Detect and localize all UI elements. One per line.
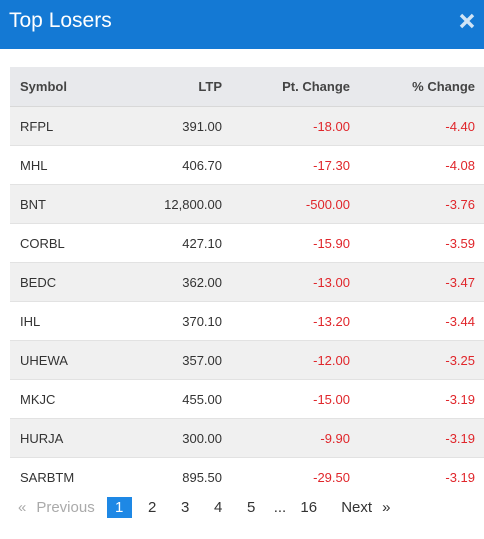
page-button-3[interactable]: 3	[181, 498, 190, 516]
cell-symbol: IHL	[10, 301, 122, 341]
cell-pt-change: -500.00	[232, 184, 360, 224]
header-ltp: LTP	[122, 67, 232, 107]
previous-page-button[interactable]: « Previous	[10, 497, 103, 518]
cell-pt-change: -17.30	[232, 145, 360, 185]
cell-pt-change: -12.00	[232, 340, 360, 380]
cell-pct-change: -3.25	[360, 340, 484, 380]
table-body: RFPL 391.00 -18.00 -4.40 MHL 406.70 -17.30 -4.0…	[10, 106, 484, 496]
modal-header: Top Losers	[0, 0, 484, 49]
next-label: Next	[341, 498, 373, 516]
cell-symbol: HURJA	[10, 418, 122, 458]
cell-pct-change: -3.47	[360, 262, 484, 302]
page-button-1[interactable]: 1	[106, 496, 132, 518]
cell-pct-change: -3.76	[360, 184, 484, 224]
losers-table-container: Symbol LTP Pt. Change % Change RFPL 391.0…	[10, 67, 484, 496]
table-row[interactable]: RFPL 391.00 -18.00 -4.40	[10, 106, 484, 146]
cell-symbol: RFPL	[10, 106, 122, 146]
table-row[interactable]: IHL 370.10 -13.20 -3.44	[10, 301, 484, 341]
cell-symbol: MHL	[10, 145, 122, 185]
cell-ltp: 455.00	[122, 379, 232, 419]
cell-pt-change: -18.00	[232, 106, 360, 146]
close-icon[interactable]	[456, 10, 478, 32]
page-ellipsis: ...	[273, 498, 287, 516]
table-row[interactable]: MKJC 455.00 -15.00 -3.19	[10, 379, 484, 419]
header-pct-change: % Change	[360, 67, 484, 107]
table-row[interactable]: SARBTM 895.50 -29.50 -3.19	[10, 457, 484, 496]
cell-ltp: 300.00	[122, 418, 232, 458]
cell-pct-change: -3.19	[360, 418, 484, 458]
next-arrow-icon: »	[382, 498, 391, 516]
page-button-2[interactable]: 2	[148, 498, 157, 516]
cell-ltp: 370.10	[122, 301, 232, 341]
table-row[interactable]: UHEWA 357.00 -12.00 -3.25	[10, 340, 484, 380]
page-button-5[interactable]: 5	[247, 498, 256, 516]
cell-ltp: 895.50	[122, 457, 232, 496]
cell-pct-change: -3.19	[360, 457, 484, 496]
cell-pt-change: -15.90	[232, 223, 360, 263]
previous-label: Previous	[36, 498, 95, 516]
losers-table: Symbol LTP Pt. Change % Change RFPL 391.0…	[10, 67, 484, 496]
cell-ltp: 427.10	[122, 223, 232, 263]
cell-pt-change: -9.90	[232, 418, 360, 458]
cell-pt-change: -13.00	[232, 262, 360, 302]
page-button-16[interactable]: 16	[300, 498, 318, 516]
cell-pct-change: -4.08	[360, 145, 484, 185]
cell-pct-change: -3.44	[360, 301, 484, 341]
table-row[interactable]: MHL 406.70 -17.30 -4.08	[10, 145, 484, 185]
cell-symbol: MKJC	[10, 379, 122, 419]
table-row[interactable]: CORBL 427.10 -15.90 -3.59	[10, 223, 484, 263]
table-row[interactable]: HURJA 300.00 -9.90 -3.19	[10, 418, 484, 458]
cell-ltp: 362.00	[122, 262, 232, 302]
cell-pct-change: -3.59	[360, 223, 484, 263]
cell-symbol: CORBL	[10, 223, 122, 263]
cell-pt-change: -29.50	[232, 457, 360, 496]
cell-pt-change: -13.20	[232, 301, 360, 341]
table-row[interactable]: BEDC 362.00 -13.00 -3.47	[10, 262, 484, 302]
next-page-button[interactable]: Next »	[335, 497, 396, 518]
header-symbol: Symbol	[10, 67, 122, 107]
header-pt-change: Pt. Change	[232, 67, 360, 107]
page-button-4[interactable]: 4	[214, 498, 223, 516]
cell-ltp: 12,800.00	[122, 184, 232, 224]
cell-pct-change: -3.19	[360, 379, 484, 419]
cell-pct-change: -4.40	[360, 106, 484, 146]
table-row[interactable]: BNT 12,800.00 -500.00 -3.76	[10, 184, 484, 224]
cell-symbol: UHEWA	[10, 340, 122, 380]
cell-symbol: SARBTM	[10, 457, 122, 496]
cell-ltp: 357.00	[122, 340, 232, 380]
cell-symbol: BNT	[10, 184, 122, 224]
modal-title: Top Losers	[9, 9, 112, 32]
cell-ltp: 406.70	[122, 145, 232, 185]
cell-pt-change: -15.00	[232, 379, 360, 419]
previous-arrow-icon: «	[18, 498, 27, 516]
table-header-row: Symbol LTP Pt. Change % Change	[10, 67, 484, 107]
cell-ltp: 391.00	[122, 106, 232, 146]
pagination: « Previous 1 2 3 4 5 ... 16 Next »	[10, 496, 396, 518]
cell-symbol: BEDC	[10, 262, 122, 302]
